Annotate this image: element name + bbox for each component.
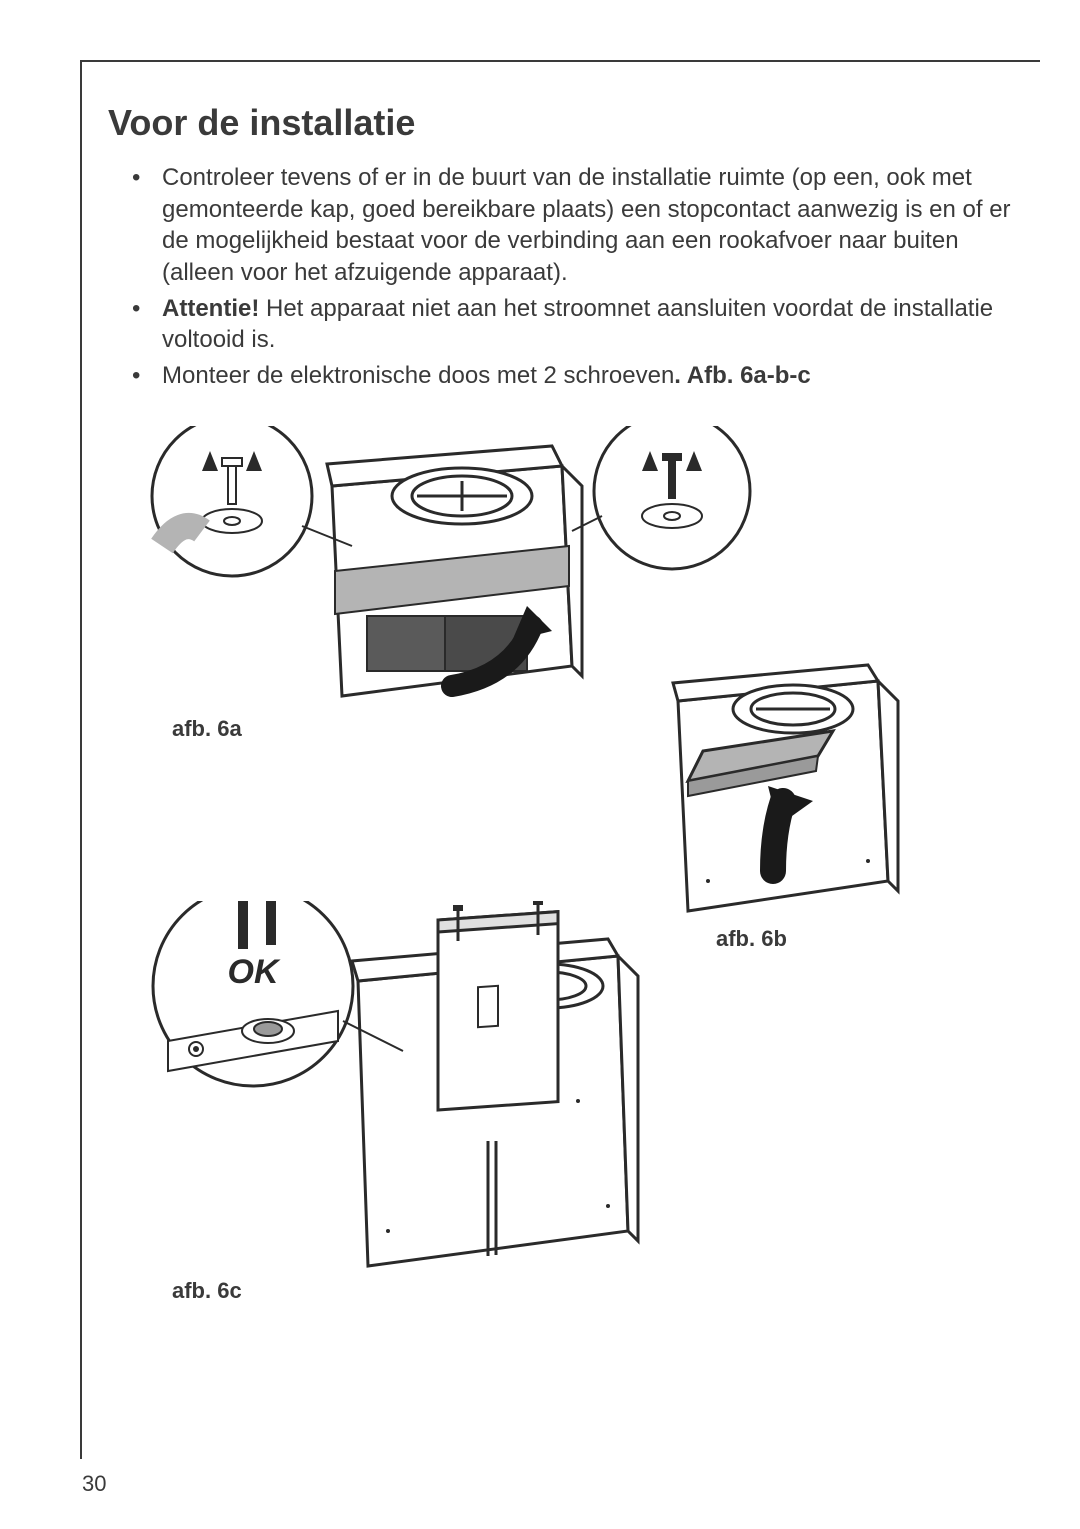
bullet-item-3: Monteer de elektronische doos met 2 schr… xyxy=(162,360,1014,392)
bullet3-text: Monteer de elektronische doos met 2 schr… xyxy=(162,362,674,389)
ok-text: OK xyxy=(228,953,281,991)
bullet-item-1: Controleer tevens of er in de buurt van … xyxy=(162,162,1014,289)
bullet-list: Controleer tevens of er in de buurt van … xyxy=(108,162,1014,392)
figure-label-6b: afb. 6b xyxy=(716,926,787,952)
figure-label-6a: afb. 6a xyxy=(172,716,242,742)
bullet3-bold: . Afb. 6a-b-c xyxy=(674,362,810,389)
figure-6b xyxy=(618,651,928,931)
page-content: Voor de installatie Controleer tevens of… xyxy=(82,62,1040,1356)
bullet2-rest: Het apparaat niet aan het stroomnet aans… xyxy=(162,295,993,354)
figure-6c: OK xyxy=(138,901,688,1291)
bullet2-bold: Attentie! xyxy=(162,295,259,322)
figure-label-6c: afb. 6c xyxy=(172,1278,242,1304)
figure-area: OK afb. 6a afb. 6b afb. 6c xyxy=(108,426,1014,1356)
section-title: Voor de installatie xyxy=(108,102,1014,144)
page-number: 30 xyxy=(82,1471,106,1497)
page-border: Voor de installatie Controleer tevens of… xyxy=(80,60,1040,1459)
bullet-item-2: Attentie! Het apparaat niet aan het stro… xyxy=(162,293,1014,356)
